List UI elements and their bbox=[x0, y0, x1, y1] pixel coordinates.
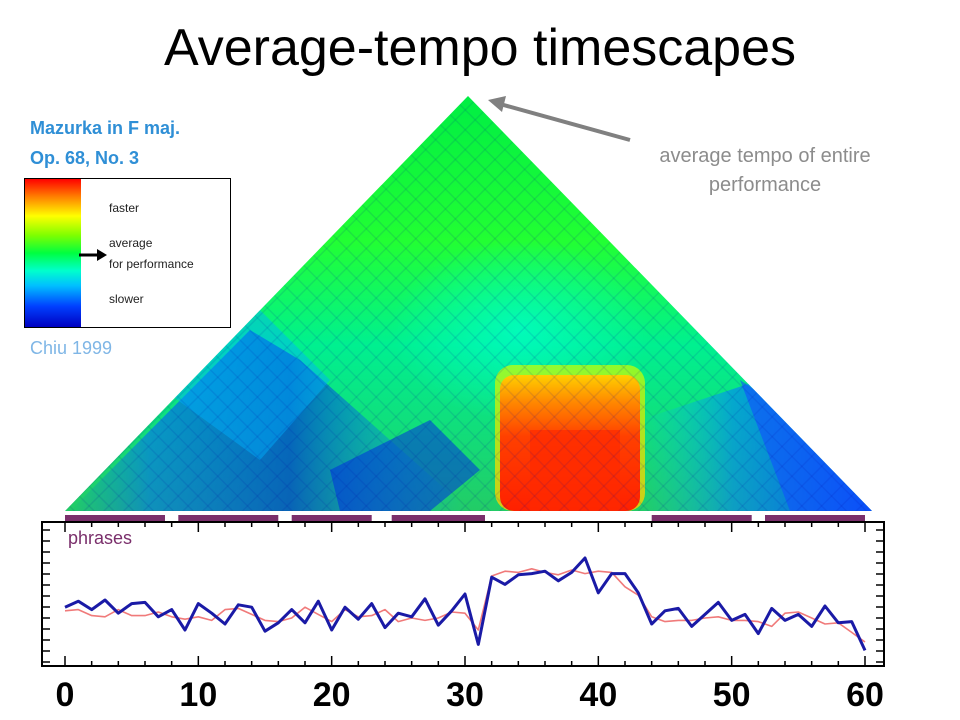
legend-slower: slower bbox=[109, 292, 144, 306]
tempo-plot-frame bbox=[41, 521, 885, 667]
peak-arrow bbox=[488, 96, 631, 142]
x-tick-label: 40 bbox=[579, 676, 617, 714]
phrase-bar bbox=[178, 515, 279, 521]
tempo-plot-ticks bbox=[42, 522, 884, 666]
legend-color-bar bbox=[25, 179, 81, 327]
x-tick-label: 10 bbox=[179, 676, 217, 714]
phrase-bar bbox=[651, 515, 752, 521]
phrase-bars bbox=[65, 515, 865, 521]
x-tick-label: 50 bbox=[713, 676, 751, 714]
legend-faster: faster bbox=[109, 201, 140, 215]
credit-text: Chiu 1999 bbox=[30, 338, 113, 358]
x-tick-label: 30 bbox=[446, 676, 484, 714]
x-tick-label: 20 bbox=[313, 676, 351, 714]
x-axis-tick-labels: 0 10 20 30 40 50 60 bbox=[56, 676, 884, 714]
phrases-label: phrases bbox=[68, 528, 133, 548]
color-legend: faster average for performance slower bbox=[24, 178, 231, 328]
tempo-lines bbox=[64, 556, 867, 652]
annotation-line-2: performance bbox=[708, 174, 822, 196]
piece-opus: Op. 68, No. 3 bbox=[30, 148, 140, 168]
legend-arrow-icon bbox=[79, 249, 107, 261]
slide-title: Average-tempo timescapes bbox=[163, 19, 797, 77]
phrase-bar bbox=[291, 515, 372, 521]
annotation-line-1: average tempo of entire bbox=[659, 145, 871, 167]
legend-average: average bbox=[109, 236, 153, 250]
phrase-bar bbox=[765, 515, 865, 521]
x-tick-label: 0 bbox=[56, 676, 75, 714]
legend-for-performance: for performance bbox=[109, 257, 194, 271]
phrase-bar bbox=[391, 515, 485, 521]
x-tick-label: 60 bbox=[846, 676, 884, 714]
tempo-series-line bbox=[64, 556, 867, 652]
piece-title: Mazurka in F maj. bbox=[30, 118, 181, 138]
timescape-triangle bbox=[65, 96, 872, 511]
peak-annotation: average tempo of entire performance bbox=[620, 142, 910, 200]
phrase-bar bbox=[65, 515, 165, 521]
